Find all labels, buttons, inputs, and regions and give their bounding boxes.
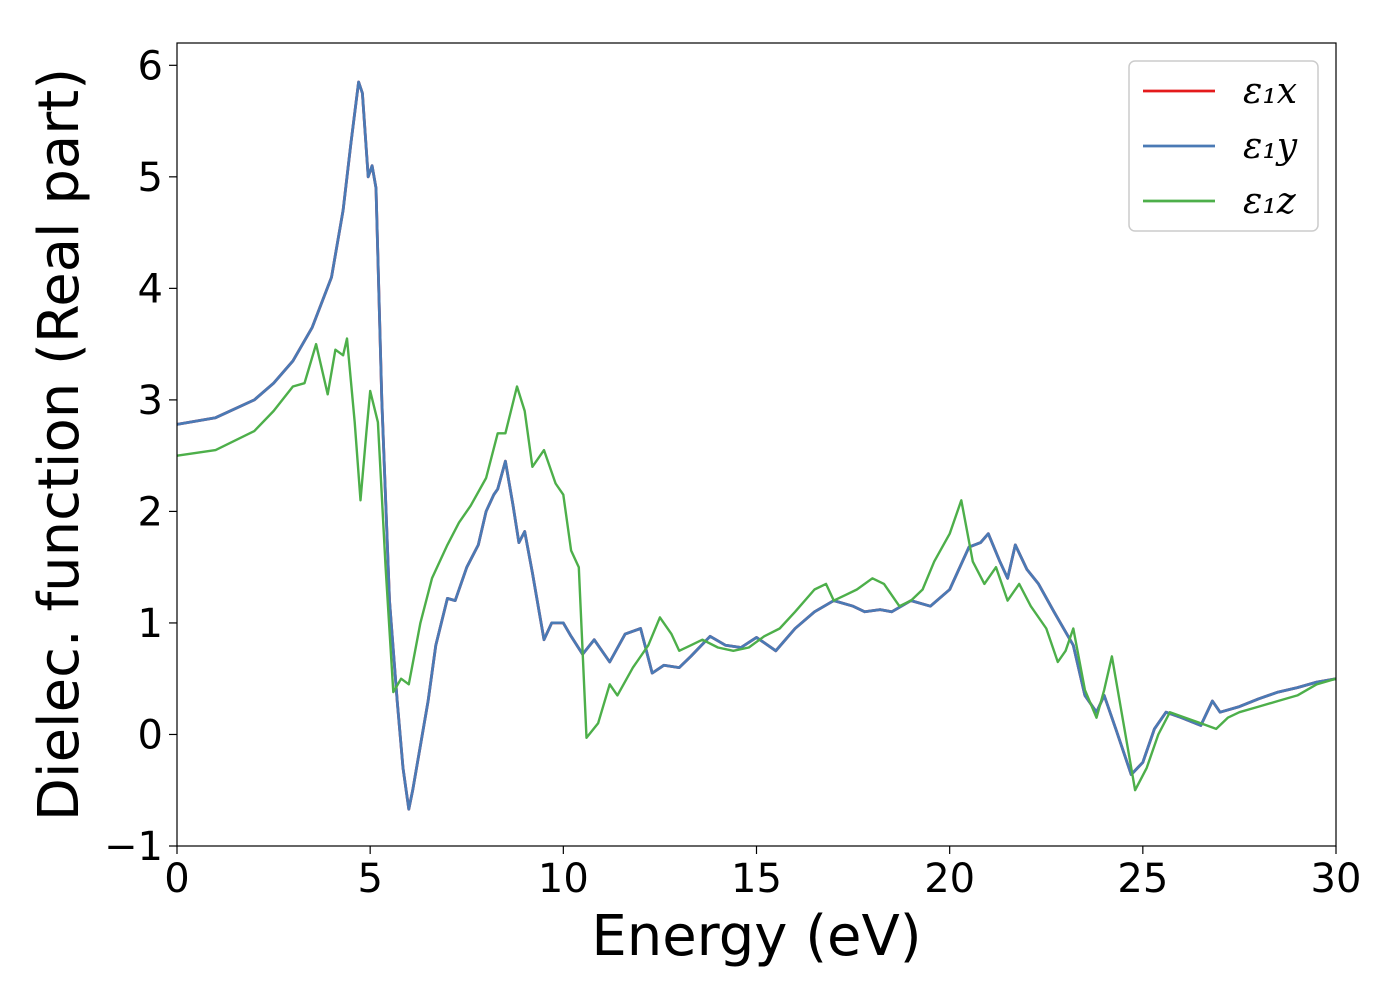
x-tick-label: 25 — [1117, 856, 1168, 902]
y-tick-label: 1 — [138, 601, 163, 647]
x-tick-label: 15 — [731, 856, 782, 902]
y-tick-label: 2 — [138, 489, 163, 535]
y-tick-label: 4 — [138, 266, 163, 312]
y-tick-label: −1 — [104, 824, 163, 870]
y-tick-label: 6 — [138, 43, 163, 89]
x-tick-label: 5 — [357, 856, 382, 902]
legend-label: ε₁z — [1243, 181, 1297, 222]
x-tick-label: 20 — [924, 856, 975, 902]
legend-box — [1128, 60, 1319, 232]
y-tick-label: 0 — [138, 712, 163, 758]
x-axis-title: Energy (eV) — [591, 904, 921, 969]
legend: ε₁x ε₁y ε₁z — [1128, 60, 1319, 232]
x-tick-label: 0 — [164, 856, 189, 902]
series-line-3 — [176, 337, 1337, 792]
x-tick-label: 30 — [1311, 856, 1362, 902]
series-lines — [176, 80, 1337, 811]
x-tick-label: 10 — [538, 856, 589, 902]
y-axis-title: Dielec. function (Real part) — [27, 68, 92, 821]
series-line-2 — [176, 80, 1337, 811]
legend-label: ε₁y — [1243, 126, 1298, 167]
y-tick-label: 5 — [138, 155, 163, 201]
y-tick-label: 3 — [138, 378, 163, 424]
legend-label: ε₁x — [1243, 71, 1297, 112]
